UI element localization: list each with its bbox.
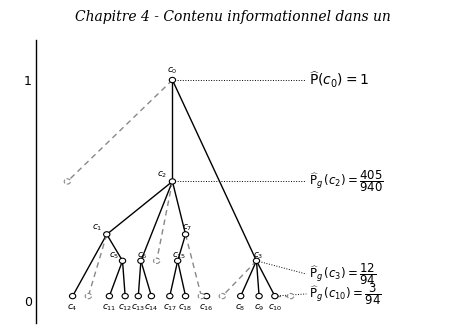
Text: $c_{4}$: $c_{4}$: [67, 303, 78, 313]
Circle shape: [182, 232, 189, 237]
Circle shape: [64, 179, 70, 184]
Circle shape: [135, 293, 141, 299]
Circle shape: [69, 293, 76, 299]
Circle shape: [272, 293, 278, 299]
Circle shape: [153, 258, 160, 263]
Circle shape: [122, 293, 128, 299]
Text: $c_{3}$: $c_{3}$: [253, 251, 263, 261]
Circle shape: [204, 293, 210, 299]
Circle shape: [238, 293, 244, 299]
Text: $c_{11}$: $c_{11}$: [102, 303, 116, 313]
Circle shape: [288, 293, 294, 299]
Text: $\widehat{\mathrm{P}}(c_0) = 1$: $\widehat{\mathrm{P}}(c_0) = 1$: [309, 70, 369, 90]
Circle shape: [167, 293, 173, 299]
Text: Chapitre 4 - Contenu informationnel dans un: Chapitre 4 - Contenu informationnel dans…: [75, 10, 391, 24]
Text: $c_{16}$: $c_{16}$: [199, 303, 214, 313]
Text: $c_{12}$: $c_{12}$: [118, 303, 132, 313]
Text: $c_{15}$: $c_{15}$: [172, 251, 186, 261]
Text: $\widehat{\mathrm{P}}_g\,(c_{10}) = \dfrac{3}{94}$: $\widehat{\mathrm{P}}_g\,(c_{10}) = \dfr…: [309, 281, 382, 307]
Text: $\widehat{\mathrm{P}}_g\,(c_3) = \dfrac{12}{94}$: $\widehat{\mathrm{P}}_g\,(c_3) = \dfrac{…: [309, 261, 376, 287]
Circle shape: [256, 293, 262, 299]
Circle shape: [103, 232, 110, 237]
Text: $c_{13}$: $c_{13}$: [131, 303, 145, 313]
Text: $c_{6}$: $c_{6}$: [137, 251, 148, 261]
Text: $c_{5}$: $c_{5}$: [110, 251, 120, 261]
Circle shape: [169, 77, 176, 83]
Circle shape: [254, 258, 260, 263]
Circle shape: [106, 293, 112, 299]
Text: $c_{8}$: $c_{8}$: [235, 303, 246, 313]
Circle shape: [148, 293, 155, 299]
Circle shape: [138, 258, 144, 263]
Text: $c_{9}$: $c_{9}$: [254, 303, 264, 313]
Circle shape: [85, 293, 91, 299]
Text: $c_{14}$: $c_{14}$: [144, 303, 159, 313]
Circle shape: [182, 293, 189, 299]
Text: $c_{10}$: $c_{10}$: [267, 303, 282, 313]
Circle shape: [119, 258, 126, 263]
Text: $c_{0}$: $c_{0}$: [167, 66, 178, 76]
Text: $c_{1}$: $c_{1}$: [91, 223, 102, 234]
Text: $c_{2}$: $c_{2}$: [157, 169, 168, 180]
Text: $c_{7}$: $c_{7}$: [182, 223, 192, 234]
Text: $c_{17}$: $c_{17}$: [163, 303, 177, 313]
Text: $\widehat{\mathrm{P}}_g\,(c_2) = \dfrac{405}{940}$: $\widehat{\mathrm{P}}_g\,(c_2) = \dfrac{…: [309, 169, 384, 194]
Circle shape: [175, 258, 181, 263]
Text: $c_{18}$: $c_{18}$: [178, 303, 193, 313]
Circle shape: [169, 179, 176, 184]
Circle shape: [219, 293, 226, 299]
Circle shape: [198, 293, 205, 299]
